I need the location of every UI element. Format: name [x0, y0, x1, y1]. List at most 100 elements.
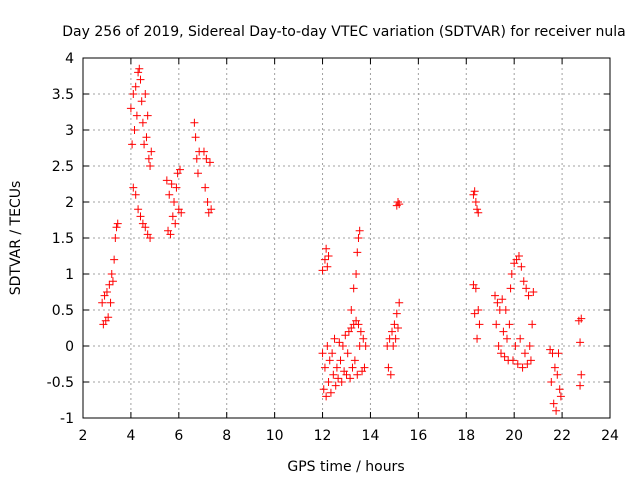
data-point: [522, 284, 531, 293]
data-point: [320, 255, 329, 264]
data-point: [166, 230, 175, 239]
data-point: [471, 284, 480, 293]
data-point: [498, 295, 507, 304]
data-point: [391, 334, 400, 343]
data-point: [191, 133, 200, 142]
data-point: [144, 154, 153, 163]
data-point: [318, 349, 327, 358]
data-point: [207, 205, 216, 214]
data-point: [176, 165, 185, 174]
y-tick-label: 2: [65, 195, 74, 211]
data-point: [190, 118, 199, 127]
data-point: [335, 338, 344, 347]
data-point: [502, 334, 511, 343]
data-point: [337, 378, 346, 386]
data-point: [529, 288, 538, 296]
data-point: [137, 97, 146, 106]
data-point: [384, 363, 393, 372]
data-point: [526, 356, 535, 365]
data-point: [352, 270, 361, 278]
data-point: [322, 392, 331, 401]
data-point: [499, 327, 508, 336]
data-point: [342, 370, 351, 379]
data-point: [353, 370, 362, 379]
data-point: [511, 342, 520, 350]
y-tick-label: 4: [65, 51, 74, 67]
data-point: [577, 314, 586, 323]
y-axis-label: SDTVAR / TECUs: [8, 181, 24, 296]
data-point: [134, 205, 143, 214]
data-point: [131, 190, 140, 199]
data-point: [140, 140, 149, 149]
data-point: [473, 334, 482, 343]
y-tick-label: 0: [65, 339, 74, 355]
data-point: [475, 320, 484, 329]
data-point: [332, 363, 341, 372]
data-point: [171, 219, 180, 228]
data-point: [356, 327, 365, 336]
data-point: [136, 212, 145, 221]
data-point: [330, 334, 339, 343]
data-point: [111, 234, 120, 242]
x-tick-label: 16: [409, 428, 427, 444]
chart-title: Day 256 of 2019, Sidereal Day-to-day VTE…: [62, 24, 625, 40]
y-tick-label: 1.5: [52, 231, 74, 247]
data-point: [528, 320, 537, 329]
data-point: [142, 133, 151, 142]
data-point: [576, 381, 585, 390]
data-point: [514, 252, 523, 260]
data-point: [134, 68, 143, 77]
data-point: [193, 169, 202, 178]
y-tick-label: 0.5: [52, 303, 74, 319]
data-point: [105, 280, 114, 289]
data-point: [192, 154, 201, 163]
data-point: [110, 255, 119, 264]
data-point: [341, 331, 350, 340]
data-point: [523, 360, 532, 368]
data-point: [338, 342, 347, 350]
data-point: [129, 183, 138, 192]
data-point: [519, 277, 528, 286]
data-point: [473, 205, 482, 214]
data-point: [177, 208, 186, 217]
data-point: [107, 270, 116, 278]
data-point: [392, 309, 401, 318]
data-point: [331, 381, 340, 390]
data-point: [547, 378, 556, 386]
data-point: [104, 313, 113, 322]
x-tick-label: 14: [362, 428, 380, 444]
data-point: [138, 118, 147, 127]
data-point: [141, 90, 150, 98]
data-point: [349, 284, 358, 293]
data-point: [199, 147, 208, 156]
data-point: [350, 356, 359, 365]
data-point: [471, 198, 480, 206]
data-point: [106, 298, 115, 307]
data-point: [141, 223, 150, 232]
data-point: [508, 356, 517, 365]
data-point: [549, 399, 558, 408]
data-point: [201, 183, 210, 192]
data-point: [506, 284, 515, 293]
data-points: [98, 64, 586, 415]
data-point: [172, 183, 181, 192]
data-point: [108, 277, 117, 286]
data-point: [577, 370, 586, 379]
data-point: [132, 111, 141, 120]
data-point: [550, 363, 559, 372]
data-point: [497, 349, 506, 358]
x-tick-label: 24: [601, 428, 619, 444]
x-tick-label: 12: [314, 428, 332, 444]
data-point: [129, 90, 138, 98]
x-tick-label: 10: [266, 428, 284, 444]
data-point: [167, 180, 176, 188]
data-point: [126, 104, 135, 113]
data-point: [336, 356, 345, 365]
data-point: [131, 82, 140, 91]
data-point: [128, 140, 137, 149]
data-point: [516, 334, 525, 343]
data-point: [320, 363, 329, 372]
data-point: [470, 309, 479, 318]
data-point: [576, 338, 585, 347]
